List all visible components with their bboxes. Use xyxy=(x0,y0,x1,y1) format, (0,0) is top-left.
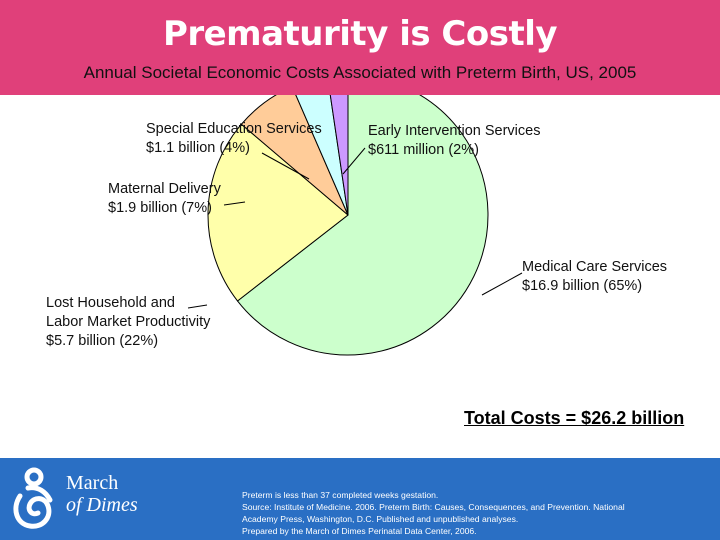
footnotes: Preterm is less than 37 completed weeks … xyxy=(242,489,712,537)
label-medical-care-name: Medical Care Services xyxy=(522,259,668,275)
leader-line-medical-care xyxy=(481,272,523,296)
footnote-line: Prepared by the March of Dimes Perinatal… xyxy=(242,526,477,536)
page-subtitle: Annual Societal Economic Costs Associate… xyxy=(83,63,637,82)
leader-line-early-intervention xyxy=(342,147,366,175)
page-title: Prematurity is Costly xyxy=(162,14,558,54)
total-costs-label: Total Costs = $26.2 billion xyxy=(464,408,685,428)
label-maternal-delivery-name: Maternal Delivery xyxy=(108,181,221,197)
label-special-education-name: Special Education Services xyxy=(146,121,322,137)
logo-text-march: March xyxy=(66,472,119,494)
label-productivity-name-2: Labor Market Productivity xyxy=(46,314,211,330)
pie-slice-lost-household-and-labor-market-productivity xyxy=(207,123,349,302)
label-maternal-delivery: Maternal Delivery $1.9 billion (7%) xyxy=(108,180,221,218)
label-early-intervention-name: Early Intervention Services xyxy=(368,123,541,139)
footnote-line: Preterm is less than 37 completed weeks … xyxy=(242,490,439,500)
pie-slice-medical-care-services xyxy=(236,95,489,356)
label-productivity: Lost Household and Labor Market Producti… xyxy=(46,294,210,351)
label-special-education-value: $1.1 billion (4%) xyxy=(146,140,250,156)
footnote-line: Source: Institute of Medicine. 2006. Pre… xyxy=(242,502,625,512)
label-maternal-delivery-value: $1.9 billion (7%) xyxy=(108,200,212,216)
label-special-education: Special Education Services $1.1 billion … xyxy=(146,120,322,158)
label-early-intervention-value: $611 million (2%) xyxy=(368,142,479,158)
pie-slice-maternal-delivery xyxy=(240,95,349,216)
leader-line-maternal-delivery xyxy=(223,201,246,206)
leader-line-special-education xyxy=(261,152,310,180)
pie-slice-special-education-services xyxy=(295,95,349,216)
mother-child-logo-icon xyxy=(13,467,53,529)
pie-slice-early-intervention-services xyxy=(329,95,349,216)
label-medical-care: Medical Care Services $16.9 billion (65%… xyxy=(522,258,667,296)
footer-band: March of Dimes Preterm is less than 37 c… xyxy=(0,458,720,540)
leader-line-productivity xyxy=(187,304,208,309)
label-productivity-name-1: Lost Household and xyxy=(46,295,175,311)
logo-text-of-dimes: of Dimes xyxy=(66,494,138,516)
label-medical-care-value: $16.9 billion (65%) xyxy=(522,278,643,294)
label-early-intervention: Early Intervention Services $611 million… xyxy=(368,122,540,160)
header-banner: Prematurity is Costly Annual Societal Ec… xyxy=(0,0,720,95)
footnote-line: Academy Press, Washington, D.C. Publishe… xyxy=(242,514,519,524)
pie-chart xyxy=(187,95,523,356)
label-productivity-value: $5.7 billion (22%) xyxy=(46,333,159,349)
